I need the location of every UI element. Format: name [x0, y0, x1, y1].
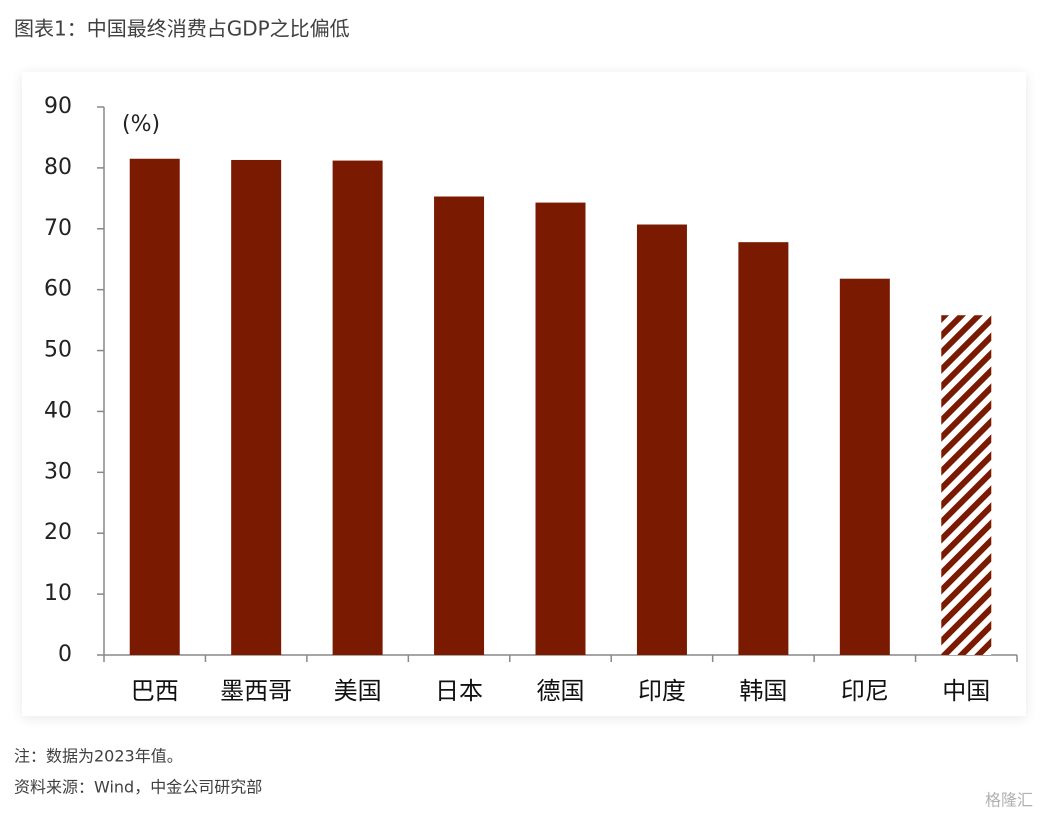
x-tick-label: 美国 [334, 677, 382, 705]
x-tick-label: 巴西 [131, 677, 179, 705]
bar [839, 278, 890, 655]
x-tick-label: 中国 [942, 677, 990, 705]
y-tick-label: 90 [44, 94, 72, 119]
y-tick-label: 40 [44, 398, 72, 423]
y-tick-label: 80 [44, 155, 72, 180]
x-tick-label: 印度 [638, 677, 686, 705]
source: 资料来源：Wind，中金公司研究部 [14, 778, 262, 797]
bar [332, 160, 383, 656]
x-tick-label: 德国 [537, 677, 585, 705]
y-tick-label: 70 [44, 216, 72, 241]
bar [231, 159, 282, 655]
y-tick-label: 20 [44, 520, 72, 545]
x-tick-label: 墨西哥 [220, 677, 292, 705]
watermark: 格隆汇 [985, 791, 1033, 810]
x-tick-label: 韩国 [739, 677, 787, 705]
bar [434, 196, 485, 656]
bar [941, 315, 992, 655]
bar [636, 224, 687, 655]
y-tick-label: 0 [58, 642, 72, 667]
bar [535, 202, 586, 655]
y-tick-label: 50 [44, 338, 72, 363]
note: 注：数据为2023年值。 [14, 747, 183, 766]
y-tick-label: 10 [44, 581, 72, 606]
x-tick-label: 日本 [435, 677, 483, 705]
chart-title: 图表1：中国最终消费占GDP之比偏低 [14, 17, 350, 41]
y-tick-label: 60 [44, 277, 72, 302]
unit-label: (%) [122, 112, 160, 137]
x-tick-label: 印尼 [841, 677, 889, 705]
bar [738, 242, 789, 655]
bar [129, 158, 180, 655]
y-tick-label: 30 [44, 459, 72, 484]
